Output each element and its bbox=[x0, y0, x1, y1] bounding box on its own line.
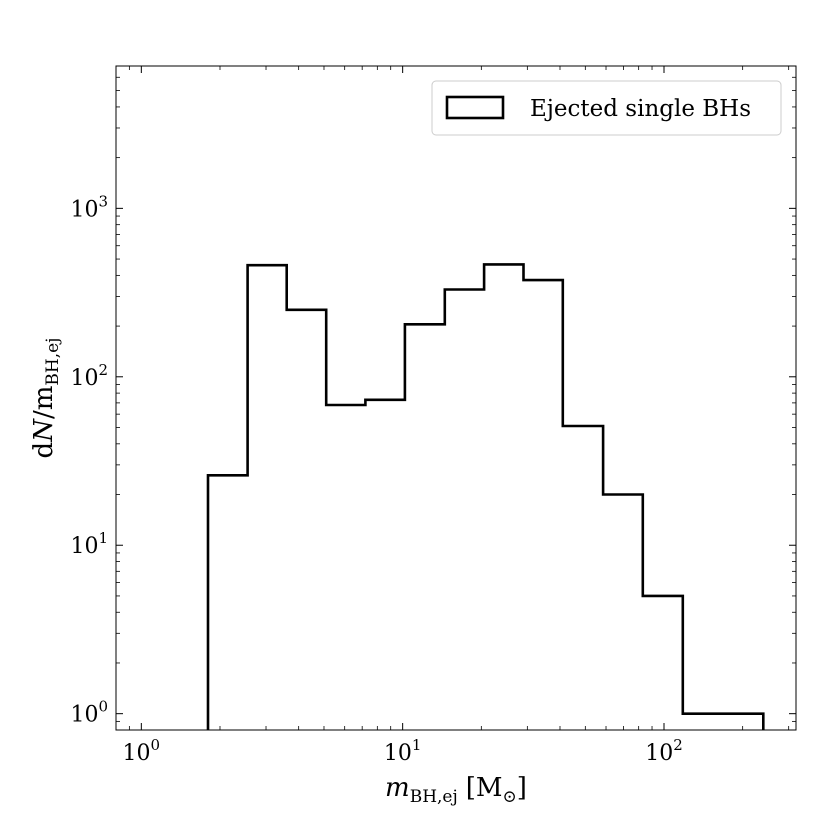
major-ticks bbox=[116, 66, 796, 730]
legend-frame bbox=[431, 80, 782, 136]
legend: Ejected single BHs bbox=[431, 80, 782, 136]
y-tick-label: 101 bbox=[70, 529, 108, 559]
legend-swatch bbox=[445, 95, 505, 120]
y-axis-label: dN/mBH,ej bbox=[29, 338, 63, 459]
y-tick-labels: 100 101 102 103 bbox=[70, 192, 108, 727]
x-tick-labels: 100 101 102 bbox=[123, 736, 683, 766]
y-tick-label: 102 bbox=[70, 361, 108, 391]
x-tick-label: 100 bbox=[123, 736, 161, 766]
x-tick-label: 101 bbox=[384, 736, 422, 766]
histogram-step-line bbox=[206, 263, 765, 730]
y-tick-label: 100 bbox=[70, 698, 108, 728]
plot-frame bbox=[115, 65, 797, 731]
legend-label: Ejected single BHs bbox=[530, 96, 751, 122]
plot-background bbox=[116, 66, 796, 730]
x-tick-label: 102 bbox=[645, 736, 683, 766]
y-tick-label: 103 bbox=[70, 192, 108, 222]
x-axis-label: mBH,ej [M⊙] bbox=[385, 773, 527, 807]
